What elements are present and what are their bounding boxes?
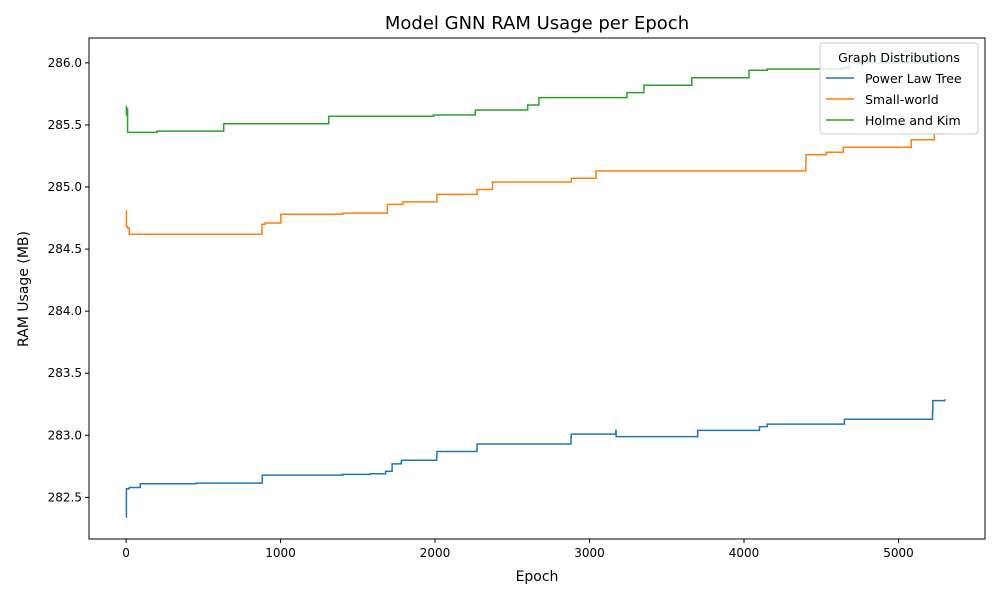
y-tick-label: 285.0 [48, 180, 82, 194]
legend-frame [819, 42, 979, 135]
x-tick-label: 2000 [420, 546, 451, 560]
y-tick-label: 284.5 [48, 242, 82, 256]
y-tick-label: 286.0 [48, 56, 82, 70]
series-lines [125, 62, 946, 519]
y-tick-label: 283.0 [48, 428, 82, 442]
y-tick-label: 285.5 [48, 118, 82, 132]
x-tick-label: 3000 [574, 546, 605, 560]
y-tick-label: 282.5 [48, 490, 82, 504]
y-axis-title: RAM Usage (MB) [16, 231, 32, 347]
series-line-0 [125, 399, 946, 519]
legend-label: Holme and Kim [865, 113, 961, 128]
y-tick-label: 283.5 [48, 366, 82, 380]
series-line-1 [125, 132, 946, 235]
x-axis: 0 1000 2000 3000 4000 5000 [122, 539, 914, 560]
y-tick-label: 284.0 [48, 304, 82, 318]
series-line-2 [125, 62, 945, 134]
x-tick-label: 5000 [883, 546, 914, 560]
legend-entries: Power Law Tree Small-world Holme and Kim [826, 71, 962, 128]
legend: Graph Distributions Power Law Tree Small-… [819, 42, 979, 135]
x-axis-title: Epoch [516, 569, 559, 585]
x-tick-label: 0 [122, 546, 130, 560]
plot-area-frame [88, 37, 986, 540]
legend-title: Graph Distributions [838, 50, 960, 65]
x-tick-label: 1000 [265, 546, 296, 560]
x-tick-label: 4000 [729, 546, 760, 560]
legend-label: Power Law Tree [865, 71, 962, 86]
y-axis: 282.5 283.0 283.5 284.0 284.5 285.0 285.5 286.0 [48, 56, 89, 504]
legend-label: Small-world [865, 92, 939, 107]
chart-title: Model GNN RAM Usage per Epoch [385, 13, 689, 34]
